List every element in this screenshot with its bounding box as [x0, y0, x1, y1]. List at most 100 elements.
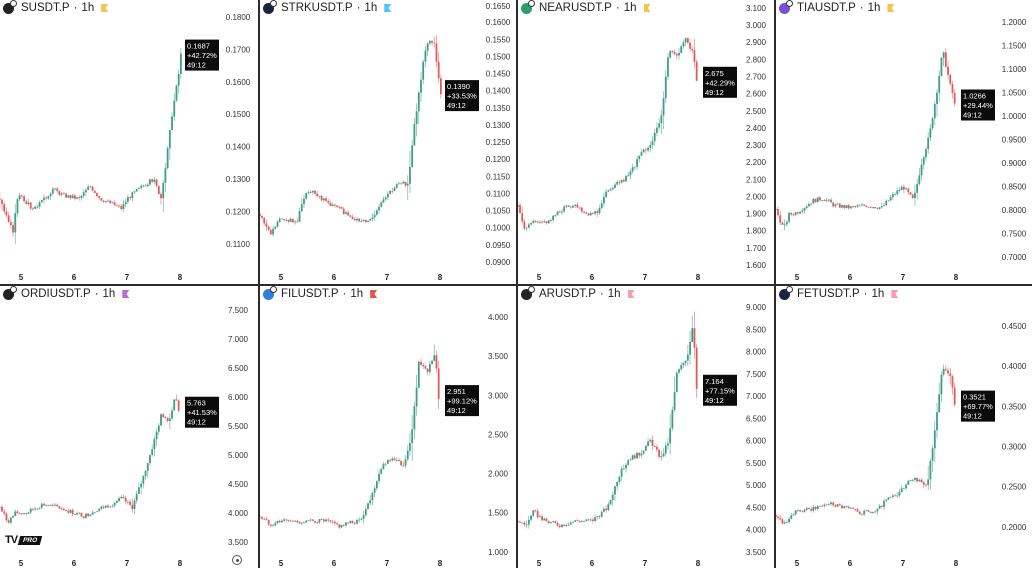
- candle-body: [936, 92, 938, 104]
- interval[interactable]: 1h: [607, 288, 621, 300]
- candle: [1, 504, 3, 512]
- flag-icon[interactable]: [384, 4, 392, 12]
- y-tick-label: 0.1100: [486, 189, 510, 198]
- candle-body: [902, 186, 905, 190]
- chart-panel-tiausdt-p[interactable]: TIAUSDT.P · 1h 1.2000 1.1500 1.1000 1.0500 1…: [774, 0, 1032, 284]
- flag-icon[interactable]: [627, 290, 635, 298]
- symbol-name[interactable]: STRKUSDT.P: [281, 2, 353, 14]
- candle-body: [111, 202, 114, 204]
- candle: [5, 511, 8, 523]
- last-price: 2.951: [447, 387, 466, 396]
- candle-body: [532, 220, 535, 223]
- flag-icon[interactable]: [101, 4, 109, 12]
- candlestick-chart[interactable]: 3.1003.0002.9002.8002.7002.6002.5002.400…: [518, 0, 774, 284]
- candlestick-chart[interactable]: 9.0008.5008.0007.5007.0006.5006.0005.500…: [518, 286, 774, 568]
- candlestick-chart[interactable]: 0.16500.16000.15500.15000.14500.14000.13…: [260, 0, 516, 284]
- candle-body: [777, 208, 779, 216]
- candle: [887, 497, 890, 501]
- candle: [900, 185, 903, 191]
- candle: [629, 168, 632, 180]
- chart-panel-fetusdt-p[interactable]: FETUSDT.P · 1h 0.4500 0.4000 0.3500 0.3000 0…: [774, 284, 1032, 568]
- settings-gear-icon[interactable]: [232, 555, 242, 565]
- candle-body: [794, 510, 797, 515]
- symbol-name[interactable]: ORDIUSDT.P: [21, 288, 91, 300]
- candlestick-chart[interactable]: 1.20001.15001.10001.05001.00000.95000.90…: [776, 0, 1032, 284]
- candle-body: [589, 212, 592, 216]
- symbol-name[interactable]: FILUSDT.P: [281, 288, 339, 300]
- last-price-label: 0.1390+33.53%49:12: [445, 80, 479, 112]
- candle: [342, 206, 345, 216]
- candle-body: [124, 201, 127, 205]
- candle: [362, 219, 365, 222]
- candlestick-chart[interactable]: 7.5007.0006.5006.0005.5005.0004.5004.000…: [0, 286, 258, 568]
- candle: [669, 414, 672, 455]
- interval[interactable]: 1h: [102, 288, 116, 300]
- candle: [790, 212, 793, 217]
- chart-panel-ordiusdt-p[interactable]: ORDIUSDT.P · 1h 7.500 7.000 6.500 6.000 5.50…: [0, 284, 258, 568]
- symbol-name[interactable]: FETUSDT.P: [797, 288, 860, 300]
- chart-panel-filusdt-p[interactable]: FILUSDT.P · 1h 4.000 3.500 3.000 2.500 2.000…: [258, 284, 516, 568]
- interval[interactable]: 1h: [81, 2, 95, 14]
- chart-panel-susdt-p[interactable]: SUSDT.P · 1h 0.1800 0.1700 0.1600 0.1500 0.1…: [0, 0, 258, 284]
- candle-body: [358, 519, 361, 521]
- candle-body: [131, 504, 134, 510]
- candle: [940, 371, 943, 403]
- candle: [669, 49, 672, 60]
- interval[interactable]: 1h: [867, 2, 881, 14]
- interval[interactable]: 1h: [623, 2, 637, 14]
- flag-icon[interactable]: [122, 290, 130, 298]
- candle-body: [656, 127, 658, 133]
- candle: [600, 510, 603, 518]
- tradingview-pro-logo[interactable]: TV PRO: [5, 534, 43, 546]
- symbol-name[interactable]: NEARUSDT.P: [539, 2, 612, 14]
- candle: [424, 364, 427, 370]
- candle: [622, 464, 625, 470]
- candle: [589, 211, 592, 216]
- candle-body: [25, 513, 28, 515]
- flag-icon[interactable]: [643, 4, 651, 12]
- last-price: 1.0266: [963, 92, 986, 101]
- candle-body: [420, 79, 422, 93]
- candle: [567, 204, 570, 207]
- chart-panel-strkusdt-p[interactable]: STRKUSDT.P · 1h 0.1650 0.1600 0.1550 0.1500…: [258, 0, 516, 284]
- symbol-name[interactable]: SUSDT.P: [21, 2, 70, 14]
- candle-body: [413, 124, 416, 146]
- candle: [292, 218, 294, 223]
- symbol-name[interactable]: TIAUSDT.P: [797, 2, 856, 14]
- candle-body: [580, 207, 583, 212]
- candle-body: [861, 204, 863, 206]
- candle: [303, 195, 305, 208]
- candle-body: [420, 361, 422, 365]
- candlestick-chart[interactable]: 0.18000.17000.16000.15000.14000.13000.12…: [0, 0, 258, 284]
- flag-icon[interactable]: [891, 290, 899, 298]
- interval[interactable]: 1h: [364, 2, 378, 14]
- candle: [435, 35, 438, 68]
- candle-body: [627, 175, 630, 177]
- candle-body: [695, 61, 698, 81]
- candle: [93, 511, 96, 514]
- candle-body: [393, 458, 396, 461]
- candle-body: [558, 525, 561, 528]
- candle: [561, 524, 563, 528]
- interval[interactable]: 1h: [350, 288, 364, 300]
- candle: [658, 118, 661, 131]
- candle-body: [812, 198, 815, 204]
- chart-panel-nearusdt-p[interactable]: NEARUSDT.P · 1h 3.100 3.000 2.900 2.800 2.70…: [516, 0, 774, 284]
- candle-body: [135, 493, 138, 501]
- candle: [373, 485, 376, 497]
- candle-body: [847, 506, 850, 508]
- candle-body: [373, 488, 376, 493]
- chart-panel-arusdt-p[interactable]: ARUSDT.P · 1h 9.000 8.500 8.000 7.500 7.000 6…: [516, 284, 774, 568]
- interval[interactable]: 1h: [871, 288, 885, 300]
- candle-body: [36, 508, 39, 510]
- flag-icon[interactable]: [887, 4, 895, 12]
- flag-icon[interactable]: [370, 290, 378, 298]
- candle: [120, 203, 123, 212]
- candle: [305, 192, 308, 200]
- candle-body: [536, 511, 539, 518]
- last-price: 2.675: [705, 69, 724, 78]
- symbol-name[interactable]: ARUSDT.P: [539, 288, 596, 300]
- candle: [155, 178, 158, 188]
